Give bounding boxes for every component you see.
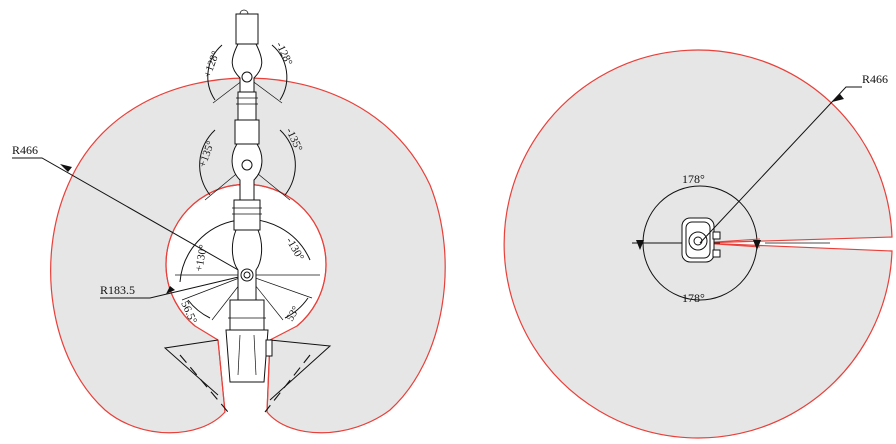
left-r466-leader [12,157,248,276]
right-r466-label: R466 [862,72,888,86]
base-ray-r1 [246,274,313,299]
base-ray-l1 [181,274,248,301]
joint1-neg-label: -130° [283,236,306,263]
right-arrow-r [753,240,761,250]
left-r466-arrow [60,164,72,172]
left-r466-label: R466 [12,143,38,157]
right-top-angle-label: 178° [682,172,705,186]
left-r1835-arrow [166,286,175,294]
joint3-neg-label: -128° [273,40,294,67]
right-r466-arrow [832,94,844,102]
right-r466-leader [699,86,862,244]
left-r1835-label: R183.5 [100,283,135,297]
left-view: R466 R183.5 +128° -128° +135° -135° +130… [12,9,446,434]
robot-arm-left [225,9,273,383]
right-bottom-angle-label: 178° [682,291,705,305]
joint1-arc-lower-r [284,297,309,319]
left-notch-left [217,339,226,413]
joint3-arc-r [271,44,288,101]
joint3-pos-label: +128° [202,49,223,79]
joint1-arc-lower [187,299,211,319]
left-dash-r [264,354,311,413]
left-dash-l [179,354,229,413]
robot-top-view [681,217,721,263]
base-right-label: 53° [284,304,302,323]
left-notch-line-r [269,339,332,401]
joint2-arc-r [279,129,296,196]
joint1-pos-label: +130° [193,244,210,273]
joint3-arc [207,44,223,101]
left-r1835-leader [100,274,248,299]
left-notch-line-l [163,339,219,396]
right-arrow-l [636,240,644,250]
right-view: R466 178° 178° [503,49,893,439]
joint2-arc [199,129,216,196]
